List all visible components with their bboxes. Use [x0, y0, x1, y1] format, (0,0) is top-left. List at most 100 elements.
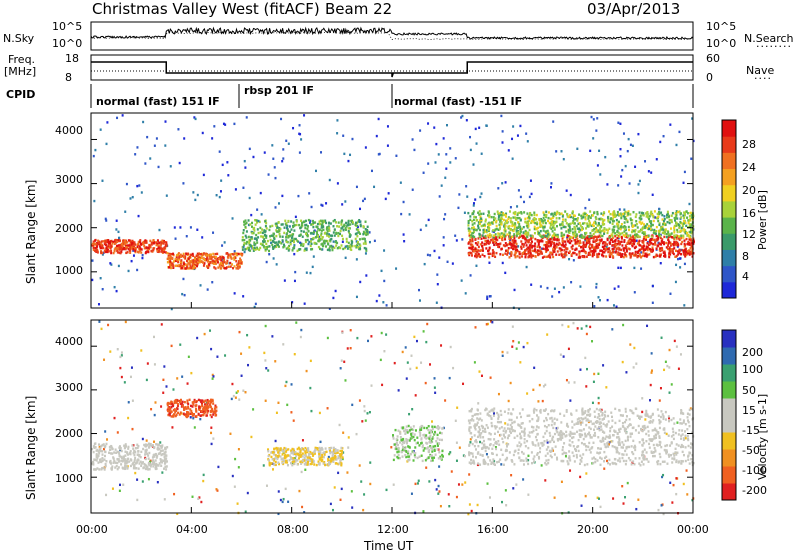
power-band-2-cell: [340, 227, 343, 230]
noise-cell: [282, 148, 285, 151]
power-band-3-cell: [620, 240, 623, 243]
velocity-band-1-cell: [198, 405, 201, 408]
noise-right-tick-bottom: 10^0: [706, 37, 737, 50]
noise-cell: [489, 376, 492, 379]
power-band-1-cell: [192, 254, 195, 257]
power-band-3-cell: [629, 256, 632, 259]
noise-cell: [657, 241, 660, 245]
power-band-2-cell: [278, 245, 281, 248]
power-band-4-cell: [632, 229, 635, 233]
noise-cell: [569, 193, 572, 197]
noise-cell: [329, 502, 332, 506]
power-band-1-cell: [176, 264, 179, 268]
velocity-band-2-cell: [307, 458, 310, 462]
velocity-band-2-cell: [303, 459, 306, 462]
power-band-3-cell: [479, 243, 482, 246]
power-band-2-cell: [287, 236, 290, 239]
power-band-3-cell: [689, 238, 692, 241]
power-band-3-cell: [508, 256, 511, 259]
power-band-2-cell: [339, 246, 342, 250]
noise-cell: [451, 262, 454, 265]
power-band-1-cell: [225, 267, 228, 270]
power-band-3-cell: [568, 251, 571, 255]
power-band-4-cell: [547, 235, 550, 238]
noise-cell: [507, 149, 510, 152]
power-band-4-cell: [659, 228, 662, 231]
velocity-band-2-cell: [285, 450, 288, 453]
noise-cell: [562, 157, 565, 161]
noise-cell: [230, 397, 233, 401]
power-band-0-cell: [114, 241, 117, 244]
power-band-1-cell: [211, 259, 214, 263]
velocity-band-0-cell: [93, 468, 96, 471]
power-band-1-cell: [213, 262, 216, 265]
noise-cell: [424, 381, 427, 385]
power-band-0-cell: [96, 245, 99, 248]
noise-cell: [265, 260, 268, 264]
noise-cell: [264, 324, 267, 328]
power-band-4-cell: [607, 215, 610, 219]
power-band-3-cell: [618, 253, 621, 257]
power-band-1-cell: [214, 259, 217, 262]
power-band-2-cell: [304, 247, 307, 250]
power-band-4-cell: [473, 215, 476, 219]
noise-cell: [463, 211, 466, 214]
noise-cell: [325, 202, 328, 205]
power-band-3-cell: [614, 235, 617, 238]
noise-cell: [448, 505, 451, 508]
power-band-4-cell: [594, 220, 597, 223]
power-band-2-cell: [356, 224, 359, 228]
noise-cell: [267, 173, 270, 176]
power-band-4-cell: [631, 225, 634, 229]
power-band-4-cell: [595, 217, 598, 220]
power-band-3-cell: [607, 250, 610, 254]
power-band-4-cell: [592, 224, 595, 228]
power-band-4-cell: [663, 232, 666, 235]
power-band-2-cell: [295, 220, 298, 223]
power-band-4-cell: [507, 217, 510, 221]
noise-cell: [641, 397, 644, 400]
power-band-4-cell: [482, 212, 485, 215]
noise-cell: [437, 484, 440, 488]
noise-cell: [675, 477, 678, 480]
noise-cell: [377, 117, 380, 121]
velocity-band-0-cell: [111, 447, 114, 450]
power-band-3-cell: [500, 238, 503, 241]
power-band-3-cell: [657, 244, 660, 247]
velocity-band-1-cell: [206, 401, 209, 404]
noise-cell: [246, 491, 249, 495]
velocity-band-0-cell: [156, 454, 159, 458]
power-band-4-cell: [511, 224, 514, 228]
power-band-2-cell: [314, 236, 317, 239]
noise-cell: [234, 457, 237, 461]
power-band-4-cell: [573, 225, 576, 229]
noise-cell: [206, 288, 209, 291]
power-band-4-cell: [651, 213, 654, 216]
power-band-2-cell: [251, 245, 254, 248]
power-band-3-cell: [566, 238, 569, 241]
power-band-3-cell: [560, 252, 563, 255]
velocity-band-0-cell: [145, 450, 148, 453]
power-band-2-cell: [271, 239, 274, 243]
power-band-4-cell: [620, 216, 623, 220]
power-band-2-cell: [279, 227, 282, 231]
power-band-3-cell: [514, 241, 517, 244]
power-band-4-cell: [633, 230, 636, 233]
power-band-3-cell: [642, 245, 645, 248]
power-band-3-cell: [662, 251, 665, 254]
power-band-2-cell: [273, 237, 276, 241]
power-band-4-cell: [487, 224, 490, 227]
power-band-3-cell: [670, 235, 673, 239]
velocity-band-2-cell: [278, 448, 281, 451]
power-band-3-cell: [531, 249, 534, 252]
noise-cell: [231, 474, 234, 478]
power-band-1-cell: [195, 257, 198, 261]
velocity-band-0-cell: [153, 446, 156, 449]
power-band-3-cell: [480, 249, 483, 252]
velocity-band-1-cell: [196, 400, 199, 403]
noise-cell: [606, 459, 609, 463]
power-band-4-cell: [514, 216, 517, 219]
power-band-4-cell: [568, 231, 571, 234]
power-band-3-cell: [535, 251, 538, 254]
power-band-4-cell: [582, 212, 585, 216]
